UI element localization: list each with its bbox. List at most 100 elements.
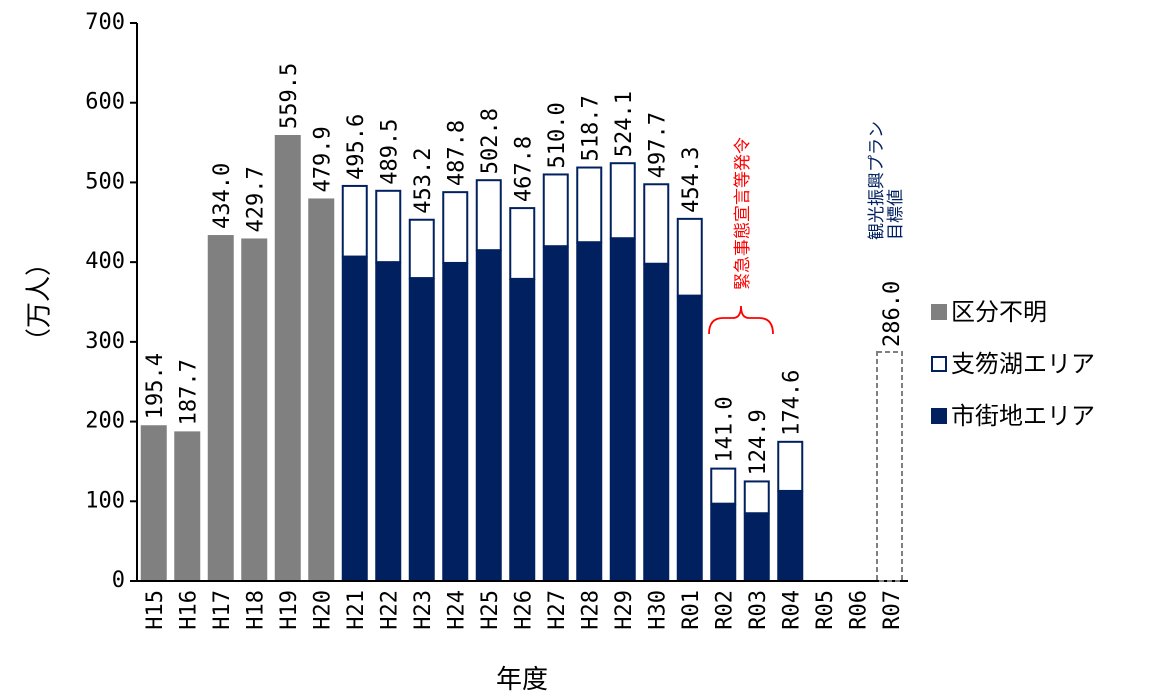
bar-shikotsu-area bbox=[442, 191, 469, 264]
x-tick-label: R02 bbox=[712, 590, 737, 630]
x-tick-label: H26 bbox=[511, 590, 536, 630]
bar-value-label: 187.7 bbox=[176, 359, 201, 425]
bar-value-label: 453.2 bbox=[411, 148, 436, 214]
bar-unknown bbox=[274, 134, 301, 581]
bar-city-area bbox=[542, 246, 569, 581]
bar-city-area bbox=[676, 295, 703, 581]
bar-city-area bbox=[643, 263, 670, 581]
legend-label-unknown: 区分不明 bbox=[951, 298, 1047, 326]
x-tick-label: H21 bbox=[344, 590, 369, 630]
bar-city-area bbox=[509, 278, 536, 581]
y-tick-label: 300 bbox=[85, 329, 125, 354]
bar-shikotsu-area bbox=[509, 207, 536, 280]
bar-value-label: 559.5 bbox=[277, 63, 302, 129]
target-bar bbox=[876, 351, 903, 582]
bar-shikotsu-area bbox=[676, 217, 703, 297]
legend-label-shikotsu: 支笏湖エリア bbox=[951, 350, 1095, 378]
bar-shikotsu-area bbox=[542, 173, 569, 248]
bar-value-label: 487.8 bbox=[444, 120, 469, 186]
bar-marks bbox=[140, 134, 804, 582]
x-tick-label: H15 bbox=[143, 590, 168, 630]
x-tick-label: H18 bbox=[243, 590, 268, 630]
bar-shikotsu-area bbox=[710, 467, 737, 505]
bar-value-label: 434.0 bbox=[210, 163, 235, 229]
legend-swatch-shikotsu bbox=[931, 356, 947, 372]
x-tick-label: R05 bbox=[813, 590, 838, 630]
bar-unknown bbox=[174, 431, 201, 581]
x-tick-label: H30 bbox=[645, 590, 670, 630]
bar-shikotsu-area bbox=[375, 189, 402, 264]
x-axis-title: 年度 bbox=[496, 665, 548, 695]
legend: 区分不明 支笏湖エリア 市街地エリア bbox=[931, 298, 1095, 430]
bar-value-label: 174.6 bbox=[779, 370, 804, 436]
bar-city-area bbox=[743, 513, 770, 581]
bar-unknown bbox=[140, 425, 167, 581]
x-tick-label: R06 bbox=[846, 590, 871, 630]
y-tick-label: 700 bbox=[85, 10, 125, 35]
bar-value-label: 497.7 bbox=[645, 112, 670, 178]
y-axis-title: （万人） bbox=[25, 250, 55, 354]
bar-shikotsu-area bbox=[475, 179, 502, 252]
y-tick-label: 200 bbox=[85, 409, 125, 434]
emergency-annotation: 緊急事態宣言等発令 bbox=[733, 137, 753, 290]
bar-value-label: 141.0 bbox=[712, 396, 737, 462]
bar-city-area bbox=[777, 490, 804, 581]
annotation-brace bbox=[708, 305, 774, 335]
x-tick-label: R03 bbox=[746, 590, 771, 630]
bar-shikotsu-area bbox=[777, 440, 804, 492]
bar-value-label: 429.7 bbox=[243, 166, 268, 232]
x-tick-label: H17 bbox=[210, 590, 235, 630]
target-note-line-1: 観光振興プラン bbox=[867, 121, 887, 240]
y-tick-label: 500 bbox=[85, 169, 125, 194]
bar-value-label: 518.7 bbox=[578, 95, 603, 161]
legend-swatch-unknown bbox=[931, 304, 947, 320]
x-tick-label: R01 bbox=[679, 590, 704, 630]
bar-value-label: 195.4 bbox=[143, 353, 168, 419]
x-tick-label: H28 bbox=[578, 590, 603, 630]
bar-value-label: 286.0 bbox=[880, 281, 905, 347]
x-tick-label: H20 bbox=[310, 590, 335, 630]
bar-shikotsu-area bbox=[609, 162, 636, 240]
bar-shikotsu-area bbox=[341, 184, 368, 258]
bar-value-label: 502.8 bbox=[478, 108, 503, 174]
bar-shikotsu-area bbox=[743, 480, 770, 515]
bar-unknown bbox=[207, 235, 234, 582]
bar-unknown bbox=[308, 198, 335, 581]
bar-value-label: 479.9 bbox=[310, 126, 335, 192]
x-tick-label: H23 bbox=[411, 590, 436, 630]
y-tick-label: 400 bbox=[85, 249, 125, 274]
y-tick-label: 0 bbox=[112, 568, 125, 593]
bar-city-area bbox=[710, 503, 737, 581]
y-tick-label: 100 bbox=[85, 488, 125, 513]
x-tick-label: H27 bbox=[545, 590, 570, 630]
bar-city-area bbox=[341, 256, 368, 581]
x-tick-label: H29 bbox=[612, 590, 637, 630]
bar-city-area bbox=[576, 242, 603, 581]
x-tick-label: R07 bbox=[880, 590, 905, 630]
bar-city-area bbox=[375, 262, 402, 581]
y-tick-label: 600 bbox=[85, 90, 125, 115]
x-tick-label: H22 bbox=[377, 590, 402, 630]
bar-city-area bbox=[475, 250, 502, 581]
bar-shikotsu-area bbox=[576, 166, 603, 244]
bar-city-area bbox=[442, 262, 469, 581]
target-note-line-2: 目標値 bbox=[886, 189, 906, 240]
value-labels: 195.4 187.7 434.0 429.7 559.5 479.9 495.6 489.5… bbox=[143, 63, 905, 476]
x-tick-label: H24 bbox=[444, 590, 469, 630]
bar-city-area bbox=[609, 238, 636, 581]
bar-value-label: 454.3 bbox=[679, 147, 704, 213]
bar-unknown bbox=[241, 238, 268, 581]
legend-label-city: 市街地エリア bbox=[951, 402, 1095, 430]
y-axis-ticks: 0 100 200 300 400 500 600 700 bbox=[85, 10, 137, 593]
x-tick-label: H16 bbox=[176, 590, 201, 630]
legend-swatch-city bbox=[931, 408, 947, 424]
x-tick-label: R04 bbox=[779, 590, 804, 630]
bar-value-label: 489.5 bbox=[377, 119, 402, 185]
bar-value-label: 510.0 bbox=[545, 102, 570, 168]
x-axis-ticks: H15 H16 H17 H18 H19 H20 H21 H22 H23 H24 H25 H26 H27 H… bbox=[143, 590, 905, 630]
bar-value-label: 467.8 bbox=[511, 136, 536, 202]
x-tick-label: H25 bbox=[478, 590, 503, 630]
bar-value-label: 124.9 bbox=[746, 409, 771, 475]
bar-value-label: 495.6 bbox=[344, 114, 369, 180]
